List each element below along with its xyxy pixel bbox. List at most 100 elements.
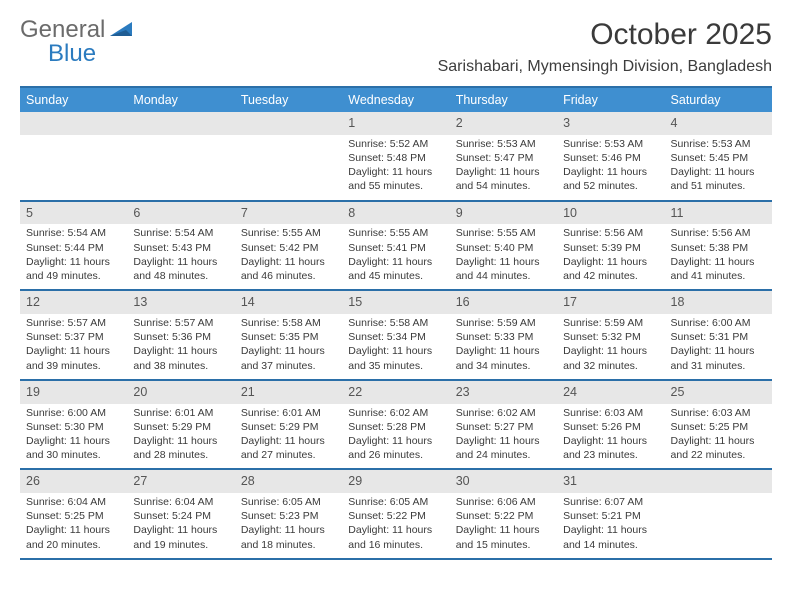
sunset-value: 5:40 PM: [494, 242, 533, 254]
sunset-line: Sunset: 5:38 PM: [671, 241, 766, 255]
daylight-label: Daylight:: [671, 435, 715, 447]
sunset-value: 5:30 PM: [65, 421, 104, 433]
day-body: Sunrise: 6:00 AMSunset: 5:30 PMDaylight:…: [20, 404, 127, 469]
sunset-line: Sunset: 5:31 PM: [671, 330, 766, 344]
dow-label: Monday: [127, 88, 234, 112]
sunset-label: Sunset:: [563, 510, 602, 522]
day-number: 7: [235, 202, 342, 225]
calendar-day: .Sunrise: Sunset: Daylight:: [20, 112, 127, 200]
sunrise-value: 5:55 AM: [390, 227, 429, 239]
day-body: Sunrise: 5:55 AMSunset: 5:42 PMDaylight:…: [235, 224, 342, 289]
day-number: 29: [342, 470, 449, 493]
sunrise-label: Sunrise:: [348, 317, 389, 329]
sunrise-value: 5:54 AM: [175, 227, 214, 239]
sunset-label: Sunset:: [456, 510, 495, 522]
brand-word1: General: [20, 16, 105, 43]
sunset-label: Sunset:: [348, 152, 387, 164]
sunrise-label: Sunrise:: [563, 138, 604, 150]
day-number: .: [20, 112, 127, 135]
sunset-value: 5:26 PM: [602, 421, 641, 433]
sunrise-value: 5:52 AM: [390, 138, 429, 150]
brand-logo: General Blue: [20, 18, 134, 66]
sunset-value: 5:42 PM: [279, 242, 318, 254]
sunset-line: Sunset: 5:35 PM: [241, 330, 336, 344]
daylight-label: Daylight:: [456, 524, 500, 536]
calendar-day: 22Sunrise: 6:02 AMSunset: 5:28 PMDayligh…: [342, 381, 449, 469]
calendar-day: 1Sunrise: 5:52 AMSunset: 5:48 PMDaylight…: [342, 112, 449, 200]
sunrise-value: 5:55 AM: [282, 227, 321, 239]
calendar: SundayMondayTuesdayWednesdayThursdayFrid…: [20, 86, 772, 560]
daylight-line: Daylight: 11 hours and 16 minutes.: [348, 523, 443, 551]
calendar-day: 11Sunrise: 5:56 AMSunset: 5:38 PMDayligh…: [665, 202, 772, 290]
sunrise-line: Sunrise: 5:58 AM: [348, 316, 443, 330]
sunrise-line: Sunrise: 5:57 AM: [133, 316, 228, 330]
daylight-label: Daylight:: [563, 166, 607, 178]
sunrise-label: Sunrise:: [241, 227, 282, 239]
daylight-label: Daylight:: [133, 524, 177, 536]
daylight-line: Daylight: 11 hours and 52 minutes.: [563, 165, 658, 193]
sunrise-value: 6:00 AM: [712, 317, 751, 329]
calendar-day: 25Sunrise: 6:03 AMSunset: 5:25 PMDayligh…: [665, 381, 772, 469]
daylight-line: Daylight: 11 hours and 44 minutes.: [456, 255, 551, 283]
sunset-line: Sunset: 5:27 PM: [456, 420, 551, 434]
daylight-label: Daylight:: [563, 345, 607, 357]
sunset-value: 5:38 PM: [709, 242, 748, 254]
calendar-day: 14Sunrise: 5:58 AMSunset: 5:35 PMDayligh…: [235, 291, 342, 379]
calendar-day: 12Sunrise: 5:57 AMSunset: 5:37 PMDayligh…: [20, 291, 127, 379]
sunrise-line: Sunrise: 6:02 AM: [456, 406, 551, 420]
calendar-day: 17Sunrise: 5:59 AMSunset: 5:32 PMDayligh…: [557, 291, 664, 379]
day-number: 10: [557, 202, 664, 225]
day-body: Sunrise: 5:56 AMSunset: 5:39 PMDaylight:…: [557, 224, 664, 289]
sunrise-label: Sunrise:: [348, 227, 389, 239]
sunrise-label: Sunrise:: [241, 317, 282, 329]
sunset-label: Sunset:: [348, 331, 387, 343]
sunset-value: 5:23 PM: [279, 510, 318, 522]
sunrise-value: 6:00 AM: [67, 407, 106, 419]
sunset-line: Sunset: 5:28 PM: [348, 420, 443, 434]
sunrise-value: 6:01 AM: [175, 407, 214, 419]
day-body: Sunrise: 5:55 AMSunset: 5:40 PMDaylight:…: [450, 224, 557, 289]
day-number: 17: [557, 291, 664, 314]
sunrise-line: Sunrise: 5:53 AM: [671, 137, 766, 151]
day-body: Sunrise: 5:52 AMSunset: 5:48 PMDaylight:…: [342, 135, 449, 200]
sunset-label: Sunset:: [563, 242, 602, 254]
calendar-day: 9Sunrise: 5:55 AMSunset: 5:40 PMDaylight…: [450, 202, 557, 290]
daylight-label: Daylight:: [133, 345, 177, 357]
day-body: Sunrise: 5:54 AMSunset: 5:43 PMDaylight:…: [127, 224, 234, 289]
sunrise-label: Sunrise:: [26, 317, 67, 329]
calendar-week: .Sunrise: Sunset: Daylight: .Sunrise: Su…: [20, 112, 772, 202]
calendar-week: 19Sunrise: 6:00 AMSunset: 5:30 PMDayligh…: [20, 381, 772, 471]
daylight-line: Daylight: 11 hours and 31 minutes.: [671, 344, 766, 372]
sunset-label: Sunset:: [671, 242, 710, 254]
sunset-line: Sunset: 5:25 PM: [671, 420, 766, 434]
day-number: 25: [665, 381, 772, 404]
daylight-line: Daylight: 11 hours and 24 minutes.: [456, 434, 551, 462]
daylight-line: Daylight: 11 hours and 26 minutes.: [348, 434, 443, 462]
day-body: Sunrise: 6:04 AMSunset: 5:24 PMDaylight:…: [127, 493, 234, 558]
sunrise-line: Sunrise: 6:00 AM: [671, 316, 766, 330]
day-number: .: [665, 470, 772, 493]
sunset-line: Sunset: 5:29 PM: [133, 420, 228, 434]
sunset-label: Sunset:: [241, 510, 280, 522]
sunrise-value: 6:03 AM: [605, 407, 644, 419]
sunrise-line: Sunrise: 5:55 AM: [456, 226, 551, 240]
day-body: Sunrise: 5:53 AMSunset: 5:45 PMDaylight:…: [665, 135, 772, 200]
day-body: Sunrise: 5:53 AMSunset: 5:47 PMDaylight:…: [450, 135, 557, 200]
calendar-day: 16Sunrise: 5:59 AMSunset: 5:33 PMDayligh…: [450, 291, 557, 379]
sunrise-value: 5:56 AM: [712, 227, 751, 239]
day-body: Sunrise: 5:57 AMSunset: 5:37 PMDaylight:…: [20, 314, 127, 379]
calendar-day: 4Sunrise: 5:53 AMSunset: 5:45 PMDaylight…: [665, 112, 772, 200]
day-body: Sunrise: 6:02 AMSunset: 5:28 PMDaylight:…: [342, 404, 449, 469]
sunset-value: 5:41 PM: [387, 242, 426, 254]
day-number: 12: [20, 291, 127, 314]
sunset-label: Sunset:: [563, 331, 602, 343]
sunset-value: 5:46 PM: [602, 152, 641, 164]
sunset-label: Sunset:: [133, 242, 172, 254]
daylight-line: Daylight: 11 hours and 38 minutes.: [133, 344, 228, 372]
sunset-value: 5:21 PM: [602, 510, 641, 522]
sunset-value: 5:33 PM: [494, 331, 533, 343]
day-number: .: [235, 112, 342, 135]
sunrise-line: Sunrise: 6:05 AM: [241, 495, 336, 509]
calendar-day: 15Sunrise: 5:58 AMSunset: 5:34 PMDayligh…: [342, 291, 449, 379]
day-number: 31: [557, 470, 664, 493]
